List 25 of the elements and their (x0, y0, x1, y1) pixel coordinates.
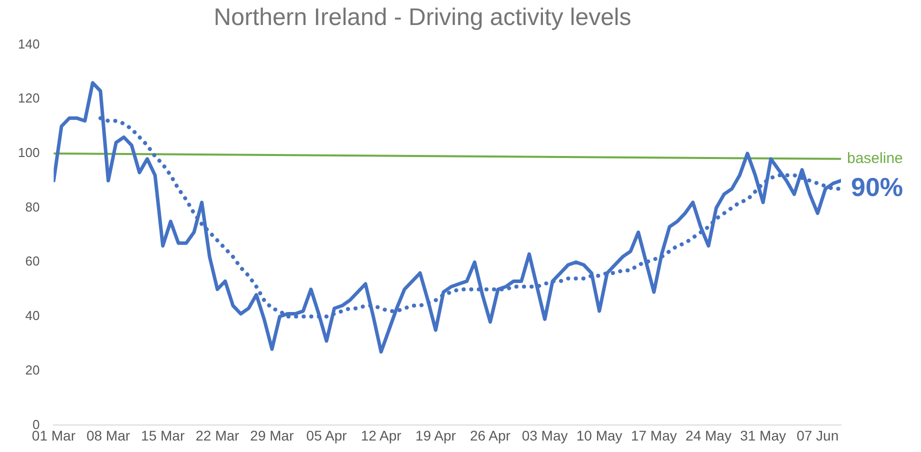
x-tick-label: 29 Mar (250, 427, 294, 444)
x-tick-label: 15 Mar (141, 427, 185, 444)
x-tick-label: 31 May (740, 427, 786, 444)
x-tick-label: 12 Apr (360, 427, 402, 444)
x-tick-label: 08 Mar (86, 427, 130, 444)
y-tick-label: 140 (18, 36, 40, 52)
y-tick-label: 20 (25, 362, 40, 378)
series-label: baseline (847, 150, 903, 168)
x-tick-label: 19 Apr (415, 427, 456, 444)
y-tick-label: 100 (18, 145, 40, 160)
x-tick-label: 07 Jun (796, 427, 839, 444)
annotation: 90% (851, 172, 904, 202)
x-tick-label: 05 Apr (306, 427, 348, 444)
x-tick-label: 17 May (630, 427, 677, 444)
y-tick-label: 60 (25, 254, 40, 269)
x-tick-label: 26 Apr (470, 427, 511, 444)
x-tick-label: 03 May (522, 427, 568, 444)
x-tick-label: 10 May (576, 427, 622, 444)
x-tick-label: 24 May (686, 427, 732, 444)
y-tick-label: 80 (25, 199, 40, 214)
x-tick-label: 22 Mar (196, 427, 240, 444)
y-tick-label: 120 (18, 90, 40, 106)
y-tick-label: 40 (25, 308, 40, 324)
y-tick-label: 0 (32, 416, 40, 432)
chart-title: Northern Ireland - Driving activity levels (214, 4, 632, 32)
